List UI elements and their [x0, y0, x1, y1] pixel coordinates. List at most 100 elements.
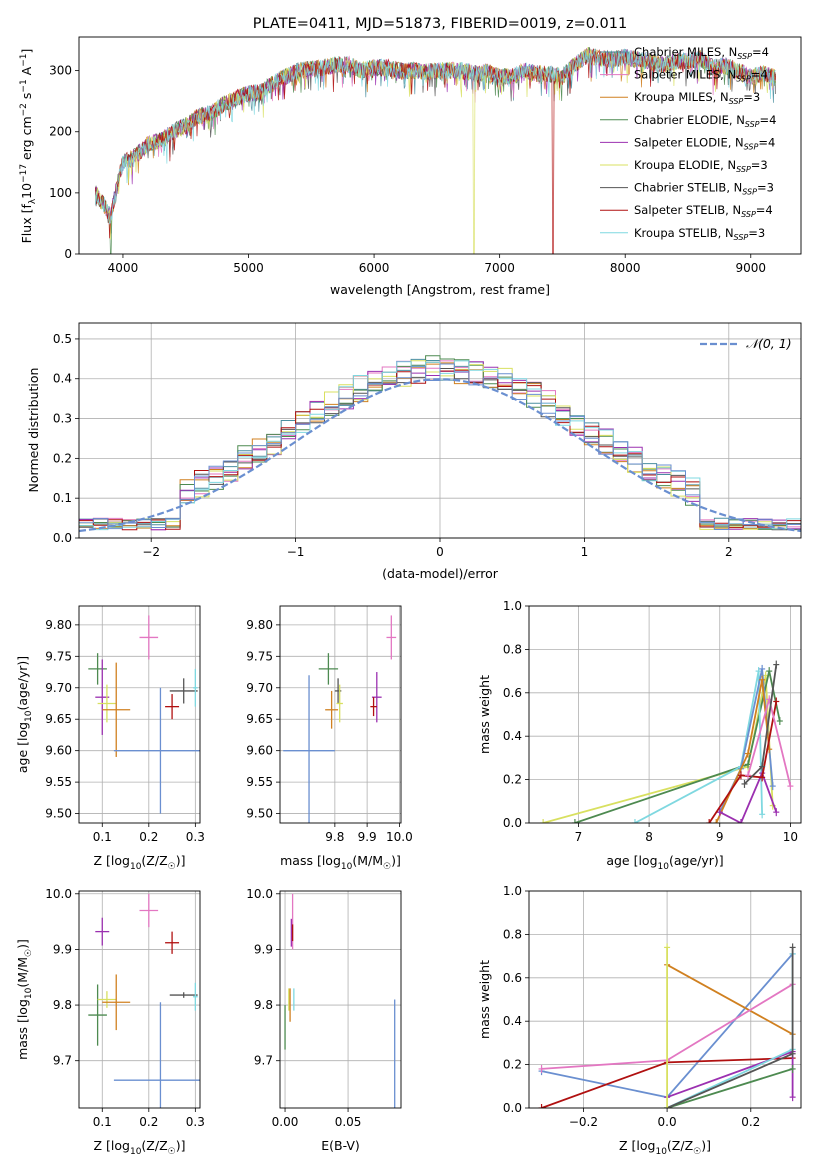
legend-entry: Kroupa ELODIE, NSSP=3	[634, 158, 768, 174]
panel-weight_vs_age: 7 8 9 10 0.0 0.2 0.4 0.6 0.8 1.0 age [log10(age/yr…	[477, 599, 802, 872]
y-tick-label: 0.4	[53, 372, 72, 386]
x-tick-label: 8000	[610, 261, 641, 275]
weight-line	[718, 668, 774, 813]
y-tick-label: 9.50	[246, 807, 273, 821]
y-tick-label: 9.80	[246, 618, 273, 632]
errorbar-point	[325, 690, 339, 729]
x-axis-label: Z [log10(Z/Z☉)]	[94, 1138, 186, 1157]
weight-line	[666, 953, 794, 1108]
x-tick-label: −2	[142, 545, 160, 559]
legend-entry: Kroupa STELIB, NSSP=3	[634, 226, 765, 242]
y-tick-label: 9.75	[246, 649, 273, 663]
weight-line	[542, 675, 774, 823]
x-tick-label: 1	[581, 545, 589, 559]
y-tick-label: 0.8	[503, 927, 522, 941]
x-axis-label: age [log10(age/yr)]	[606, 853, 723, 872]
legend-entry: Kroupa MILES, NSSP=3	[634, 90, 760, 106]
errorbar-point	[169, 992, 198, 998]
x-tick-label: 0.2	[139, 830, 158, 844]
histogram-series	[79, 363, 801, 530]
plot-area	[79, 355, 801, 533]
plot-area	[88, 893, 200, 1108]
y-tick-label: 0.1	[53, 491, 72, 505]
y-tick-label: 9.65	[246, 712, 273, 726]
weight-line	[666, 947, 794, 1108]
y-tick-label: 9.9	[53, 942, 72, 956]
panel-age_vs_mass: 9.8 9.9 10.0 9.50 9.55 9.60 9.65 9.70 9.75 9.80 ma…	[246, 605, 413, 872]
y-tick-label: 9.80	[45, 618, 72, 632]
panel-age_vs_Z: 0.1 0.2 0.3 9.50 9.55 9.60 9.65 9.70 9.75 9.80 Z […	[15, 605, 205, 872]
y-tick-label: 0.5	[53, 332, 72, 346]
x-tick-label: 8	[645, 830, 653, 844]
errorbar-point	[88, 653, 107, 685]
y-tick-label: 300	[49, 64, 72, 78]
x-tick-label: 0.3	[186, 1115, 205, 1129]
panel-spectrum: 4000 5000 6000 7000 8000 9000 0 100 200 300 PLATE=…	[19, 16, 802, 297]
plot-area	[88, 615, 200, 814]
x-axis-label: (data-model)/error	[382, 566, 499, 581]
errorbar-point	[102, 974, 131, 1031]
chart-title: PLATE=0411, MJD=51873, FIBERID=0019, z=0…	[253, 16, 627, 32]
errorbar-point	[113, 1002, 200, 1108]
plot-area	[94, 46, 776, 254]
y-tick-label: 9.70	[246, 681, 273, 695]
weight-line	[666, 964, 794, 1035]
errorbar-point	[318, 653, 339, 685]
errorbar-point	[169, 678, 198, 704]
x-tick-label: 0.2	[741, 1115, 760, 1129]
axes-frame	[528, 890, 802, 1109]
y-tick-label: 200	[49, 125, 72, 139]
errorbar-point	[193, 668, 198, 707]
x-tick-label: 0.3	[186, 830, 205, 844]
x-tick-label: 9.8	[325, 830, 344, 844]
spectrum-line	[94, 48, 776, 225]
legend-entry: Chabrier STELIB, NSSP=3	[634, 181, 774, 197]
y-tick-label: 0.2	[503, 773, 522, 787]
x-tick-label: 0.00	[272, 1115, 299, 1129]
y-tick-label: 0.8	[503, 642, 522, 656]
plot-area	[284, 893, 396, 1108]
x-axis-label: Z [log10(Z/Z☉)]	[94, 853, 186, 872]
x-tick-label: 7	[575, 830, 583, 844]
histogram-series	[79, 355, 801, 531]
errorbar-point	[139, 615, 159, 660]
y-tick-label: 9.55	[246, 775, 273, 789]
errorbar-point	[336, 684, 343, 723]
y-tick-label: 1.0	[503, 884, 522, 898]
x-tick-label: 5000	[233, 261, 264, 275]
y-tick-label: 9.65	[45, 712, 72, 726]
y-tick-label: 9.55	[45, 775, 72, 789]
y-tick-label: 0.4	[503, 729, 522, 743]
y-tick-label: 9.7	[254, 1054, 273, 1068]
legend-entry: Salpeter STELIB, NSSP=4	[634, 203, 773, 219]
legend-entry: Salpeter ELODIE, NSSP=4	[634, 135, 775, 151]
y-axis-label: Normed distribution	[26, 368, 41, 493]
normal-reference-curve	[79, 378, 801, 533]
y-tick-label: 0.0	[503, 816, 522, 830]
x-tick-label: 10	[783, 830, 798, 844]
errorbar-point	[283, 675, 335, 823]
axes-frame	[78, 322, 802, 539]
weight-line	[574, 670, 781, 823]
y-axis-label: mass weight	[477, 675, 492, 754]
x-tick-label: 0.05	[335, 1115, 362, 1129]
plot-area	[283, 615, 397, 823]
legend-entry: Salpeter MILES, NSSP=4	[634, 68, 768, 84]
y-axis-label: age [log10(age/yr)]	[15, 656, 34, 773]
y-tick-label: 0.4	[503, 1014, 522, 1028]
x-tick-label: −0.2	[569, 1115, 598, 1129]
axes-frame	[78, 36, 802, 255]
legend-entry: Chabrier ELODIE, NSSP=4	[634, 113, 776, 129]
y-axis-label: mass [log10(M/M☉)]	[15, 939, 34, 1060]
y-tick-label: 100	[49, 186, 72, 200]
errorbar-point	[88, 984, 107, 1046]
y-tick-label: 9.75	[45, 649, 72, 663]
legend-entry: Chabrier MILES, NSSP=4	[634, 45, 769, 61]
y-tick-label: 10.0	[45, 887, 72, 901]
panel-mass_vs_Z: 0.1 0.2 0.3 9.7 9.8 9.9 10.0 Z [log10(Z/Z☉)] mas…	[15, 887, 205, 1157]
x-axis-label: E(B-V)	[321, 1138, 360, 1153]
errorbar-point	[102, 662, 131, 757]
y-tick-label: 0.6	[503, 971, 522, 985]
x-tick-label: 0.1	[93, 830, 112, 844]
